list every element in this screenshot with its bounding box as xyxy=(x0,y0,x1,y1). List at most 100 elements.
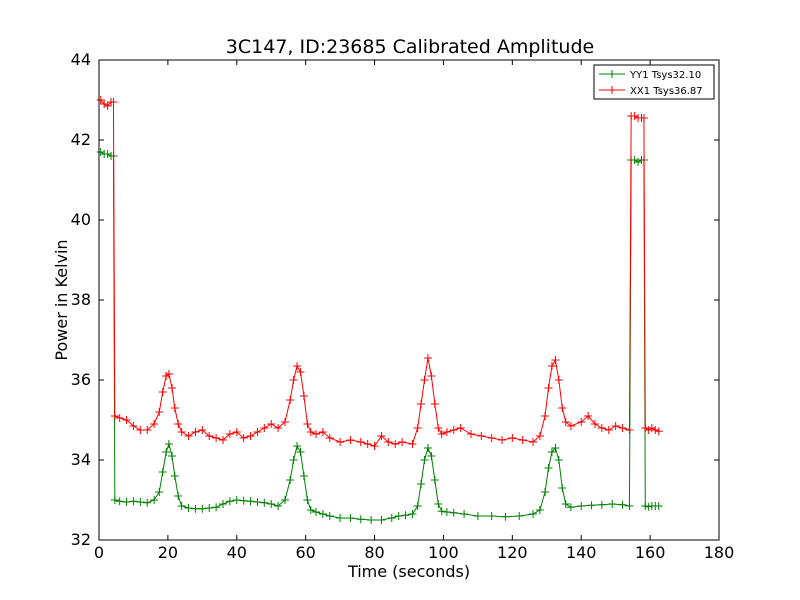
data-point xyxy=(398,438,407,446)
data-point xyxy=(529,510,537,518)
data-point xyxy=(281,418,289,426)
data-point xyxy=(370,442,379,450)
data-point xyxy=(164,370,173,378)
x-tick-label: 100 xyxy=(428,543,459,562)
data-point xyxy=(274,502,283,510)
data-point xyxy=(115,497,124,506)
data-point xyxy=(413,424,422,432)
data-point xyxy=(312,508,320,516)
data-point xyxy=(535,506,544,514)
data-point xyxy=(394,512,403,520)
data-point xyxy=(286,476,295,484)
data-point xyxy=(541,488,550,496)
data-point xyxy=(267,500,276,508)
data-point xyxy=(387,514,396,522)
data-point xyxy=(413,502,422,510)
legend: YY1 Tsys32.10 XX1 Tsys36.87 xyxy=(593,64,715,100)
data-point xyxy=(558,484,567,492)
data-point xyxy=(577,502,586,510)
data-point xyxy=(460,510,469,518)
data-point xyxy=(336,514,345,522)
data-point xyxy=(654,427,663,436)
data-point xyxy=(423,444,432,452)
data-point xyxy=(467,430,475,438)
data-point xyxy=(434,500,443,508)
data-point xyxy=(293,442,302,450)
data-point xyxy=(529,438,537,446)
data-point xyxy=(644,502,653,511)
data-point xyxy=(356,515,365,524)
data-point xyxy=(544,384,553,392)
x-tick-label: 20 xyxy=(158,543,178,562)
data-point xyxy=(299,392,308,400)
data-point xyxy=(184,432,193,440)
data-point xyxy=(427,452,436,460)
data-point xyxy=(143,498,152,507)
data-point xyxy=(110,496,119,504)
x-tick-label: 180 xyxy=(704,543,735,562)
data-point xyxy=(554,456,563,464)
y-tick-label: 32 xyxy=(71,530,91,549)
data-point xyxy=(155,408,164,416)
data-point xyxy=(449,426,458,434)
data-point xyxy=(430,400,439,408)
data-point xyxy=(312,430,320,438)
data-point xyxy=(103,150,112,158)
data-point xyxy=(96,96,105,104)
data-point xyxy=(191,428,200,436)
data-point xyxy=(417,400,426,408)
data-point xyxy=(246,432,255,440)
data-point xyxy=(597,500,606,509)
data-point xyxy=(129,497,138,506)
data-point xyxy=(625,426,634,434)
data-point xyxy=(597,424,606,432)
data-point xyxy=(303,496,312,504)
data-point xyxy=(434,424,443,432)
data-point xyxy=(136,426,145,434)
data-point xyxy=(122,498,131,506)
data-point xyxy=(591,420,599,428)
data-point xyxy=(584,412,593,420)
legend-label: YY1 Tsys32.10 xyxy=(629,70,701,81)
legend-box xyxy=(593,64,715,100)
data-point xyxy=(174,420,183,428)
data-point xyxy=(253,428,262,436)
data-point xyxy=(100,100,109,108)
data-point xyxy=(177,428,186,436)
y-tick-label: 34 xyxy=(71,450,91,469)
data-point xyxy=(325,512,334,520)
data-point xyxy=(336,438,345,446)
data-point xyxy=(618,424,627,432)
y-tick-label: 38 xyxy=(71,290,91,309)
data-point xyxy=(423,354,432,362)
data-point xyxy=(205,504,214,512)
data-point xyxy=(566,422,575,430)
data-point xyxy=(437,507,446,516)
data-point xyxy=(289,376,298,384)
x-tick-label: 0 xyxy=(94,543,104,562)
plot-background xyxy=(99,60,719,540)
data-point xyxy=(611,422,620,430)
data-point xyxy=(136,498,145,506)
data-point xyxy=(219,436,227,444)
data-point xyxy=(651,426,660,434)
data-point xyxy=(198,504,207,513)
data-point xyxy=(168,452,177,460)
data-point xyxy=(260,424,269,432)
data-point xyxy=(318,510,327,518)
data-point xyxy=(170,404,179,412)
x-tick-label: 60 xyxy=(295,543,315,562)
data-point xyxy=(449,508,458,517)
data-point xyxy=(561,418,570,426)
data-point xyxy=(647,424,656,432)
data-point xyxy=(558,404,567,412)
data-point xyxy=(168,384,177,392)
data-point xyxy=(246,497,255,506)
x-axis-title: Time (seconds) xyxy=(347,562,470,581)
data-point xyxy=(239,496,248,505)
data-point xyxy=(456,424,465,432)
data-point xyxy=(551,356,560,364)
data-point xyxy=(535,432,544,440)
data-point xyxy=(267,420,276,428)
